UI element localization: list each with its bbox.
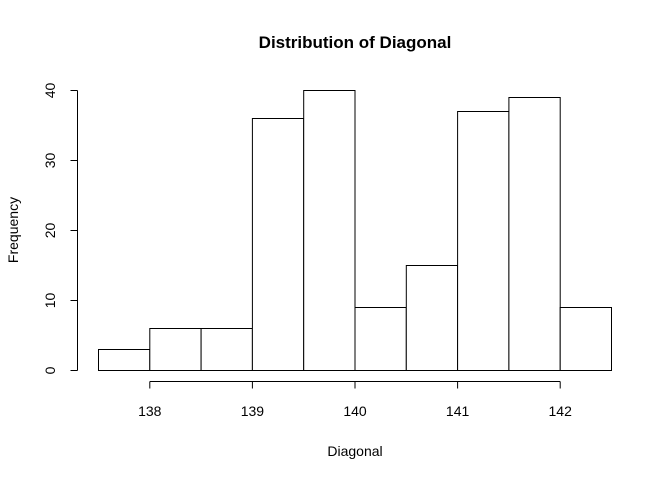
y-tick-label: 20	[42, 223, 58, 239]
histogram-bar-2	[200, 328, 253, 371]
x-tick-label: 142	[549, 403, 573, 419]
histogram-bar-5	[354, 307, 407, 371]
histogram-bar-8	[508, 97, 561, 371]
y-tick-label: 30	[42, 153, 58, 169]
y-tick-label: 0	[42, 366, 58, 374]
y-tick-label: 40	[42, 83, 58, 99]
x-axis: 138 139 140 141 142	[138, 381, 573, 419]
x-tick-label: 140	[343, 403, 367, 419]
histogram-bar-7	[457, 111, 510, 371]
histogram-bar-6	[405, 265, 459, 371]
y-axis-label: Frequency	[5, 197, 21, 263]
histogram-bar-1	[149, 328, 202, 371]
histogram-bar-9	[559, 307, 613, 371]
y-tick-label: 10	[42, 293, 58, 309]
x-tick-label: 141	[446, 403, 470, 419]
x-axis-label: Diagonal	[327, 443, 382, 459]
x-tick-label: 138	[138, 403, 162, 419]
histogram-bar-3	[251, 118, 305, 371]
y-axis: 0 10 20 30 40	[42, 83, 78, 374]
bars-group	[98, 90, 613, 371]
histogram-bar-0	[98, 349, 151, 371]
chart-title: Distribution of Diagonal	[259, 33, 452, 52]
histogram-bar-4	[303, 90, 356, 371]
x-tick-label: 139	[241, 403, 265, 419]
